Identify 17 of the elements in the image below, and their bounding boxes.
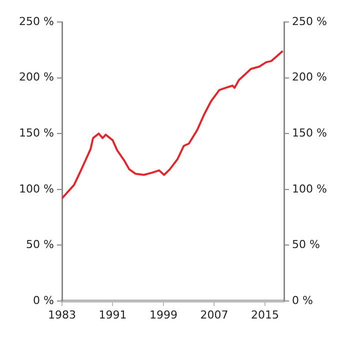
x-tick-label: 2007 bbox=[200, 308, 228, 322]
y2-tick-label: 200 % bbox=[292, 70, 327, 84]
y-tick-label: 150 % bbox=[19, 126, 54, 140]
x-tick-label: 1983 bbox=[48, 308, 76, 322]
y-tick-label: 0 % bbox=[33, 294, 54, 307]
y-tick-label: 200 % bbox=[19, 70, 54, 84]
y2-tick-label: 0 % bbox=[292, 294, 313, 307]
y-tick-label: 250 % bbox=[19, 14, 54, 28]
x-tick-label: 1999 bbox=[149, 308, 178, 322]
y-tick-label: 100 % bbox=[19, 182, 54, 196]
y2-tick-label: 250 % bbox=[292, 14, 327, 28]
x-tick-label: 2015 bbox=[250, 308, 279, 322]
y2-tick-label: 50 % bbox=[292, 238, 320, 252]
x-tick-label: 1991 bbox=[98, 308, 127, 322]
y2-tick-label: 100 % bbox=[292, 182, 327, 196]
y-tick-label: 50 % bbox=[26, 238, 54, 252]
y2-tick-label: 150 % bbox=[292, 126, 327, 140]
